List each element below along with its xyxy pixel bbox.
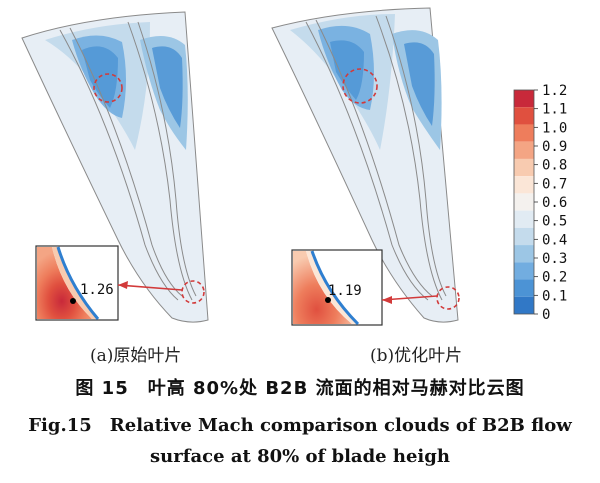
panel-a-probe-value: 1.26 [80,282,114,298]
colorbar-tick-label: 1.2 [542,83,567,99]
colorbar-swatch [514,262,534,280]
colorbar-tick-label: 0.8 [542,158,567,174]
colorbar-swatch [514,210,534,228]
colorbar: 1.2 1.1 1.0 0.9 0.8 0.7 0.6 0.5 0.4 0.3 0.2 0.1 0 [513,83,567,323]
panel-b-contour [271,7,460,323]
figure-caption-chinese: 图 15 叶高 80%处 B2B 流面的相对马赫对比云图 [75,378,525,399]
colorbar-swatch [514,227,534,246]
panel-b-inset [291,249,438,326]
panel-a-contour [21,11,209,323]
colorbar-swatch [514,245,534,263]
colorbar-swatch [514,193,534,211]
colorbar-tick-label: 0.3 [542,251,567,267]
colorbar-tick-label: 0.5 [542,214,567,230]
panel-b-probe-value: 1.19 [328,283,362,299]
colorbar-tick-label: 0.2 [542,270,567,286]
colorbar-tick-label: 0.1 [542,288,567,304]
colorbar-swatch [514,176,534,194]
panel-a-label: (a)原始叶片 [90,346,182,366]
colorbar-swatch [514,124,534,142]
panel-b-label: (b)优化叶片 [370,346,463,366]
colorbar-swatch [514,141,534,159]
colorbar-tick-label: 0.9 [542,139,567,155]
colorbar-swatch [514,279,534,297]
colorbar-swatch [514,107,534,125]
colorbar-tick-label: 1.1 [542,102,567,118]
colorbar-swatch [514,90,534,108]
colorbar-tick-label: 0.6 [542,195,567,211]
contour-figure: 1.2 1.1 1.0 0.9 0.8 0.7 0.6 0.5 0.4 0.3 0.2 0.1 0 1.… [21,7,567,326]
colorbar-tick-label: 0 [542,307,550,323]
colorbar-tick-label: 0.7 [542,176,567,192]
figure-caption-english-line2: surface at 80% of blade heigh [150,446,450,467]
panel-a-inset [35,245,183,321]
colorbar-swatch [514,158,534,177]
colorbar-tick-label: 0.4 [542,232,567,248]
figure-caption-english-line1: Fig.15 Relative Mach comparison clouds o… [28,415,572,436]
colorbar-tick-label: 1.0 [542,120,567,136]
colorbar-swatch [514,296,534,314]
